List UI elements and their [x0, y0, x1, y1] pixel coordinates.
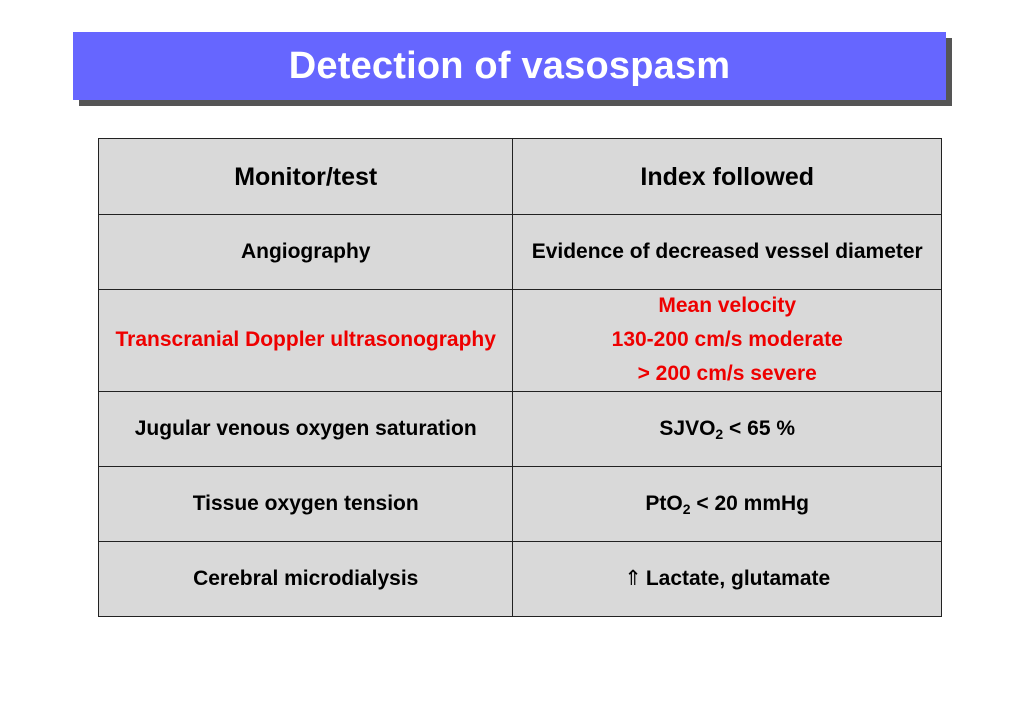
index-line: > 200 cm/s severe [637, 361, 817, 385]
index-prefix: PtO [645, 491, 683, 515]
index-suffix: < 65 % [723, 416, 796, 440]
table-row: Cerebral microdialysis ⇑ Lactate, glutama… [97, 541, 942, 617]
index-line: Mean velocity [658, 294, 797, 318]
table-row: Angiography Evidence of decreased vessel… [97, 214, 942, 290]
cell-monitor: Transcranial Doppler ultrasonography [97, 289, 514, 392]
index-suffix: < 20 mmHg [690, 491, 810, 515]
index-line: 130-200 cm/s moderate [611, 328, 843, 352]
table-row: Tissue oxygen tension PtO2 < 20 mmHg [97, 466, 942, 542]
title-banner: Detection of vasospasm [73, 32, 946, 100]
slide-title: Detection of vasospasm [288, 44, 731, 87]
cell-index: ⇑ Lactate, glutamate [512, 541, 942, 617]
table-row: Transcranial Doppler ultrasonography Mea… [97, 289, 942, 392]
index-prefix: SJVO [659, 416, 716, 440]
index-subscript: 2 [682, 500, 691, 517]
header-index: Index followed [512, 138, 942, 215]
table-row: Jugular venous oxygen saturation SJVO2 <… [97, 391, 942, 467]
cell-index: SJVO2 < 65 % [512, 391, 942, 467]
cell-monitor: Jugular venous oxygen saturation [97, 391, 514, 467]
cell-monitor: Cerebral microdialysis [97, 541, 514, 617]
table-header-row: Monitor/test Index followed [97, 138, 942, 215]
cell-monitor: Angiography [97, 214, 514, 290]
index-text: Lactate, glutamate [645, 567, 831, 591]
cell-monitor: Tissue oxygen tension [97, 466, 514, 542]
cell-index: Evidence of decreased vessel diameter [512, 214, 942, 290]
header-monitor: Monitor/test [97, 138, 514, 215]
index-subscript: 2 [715, 425, 724, 442]
vasospasm-table: Monitor/test Index followed Angiography … [97, 138, 942, 617]
cell-index: PtO2 < 20 mmHg [512, 466, 942, 542]
double-up-arrow-icon: ⇑ [624, 566, 642, 591]
cell-index: Mean velocity 130-200 cm/s moderate > 20… [512, 289, 942, 392]
